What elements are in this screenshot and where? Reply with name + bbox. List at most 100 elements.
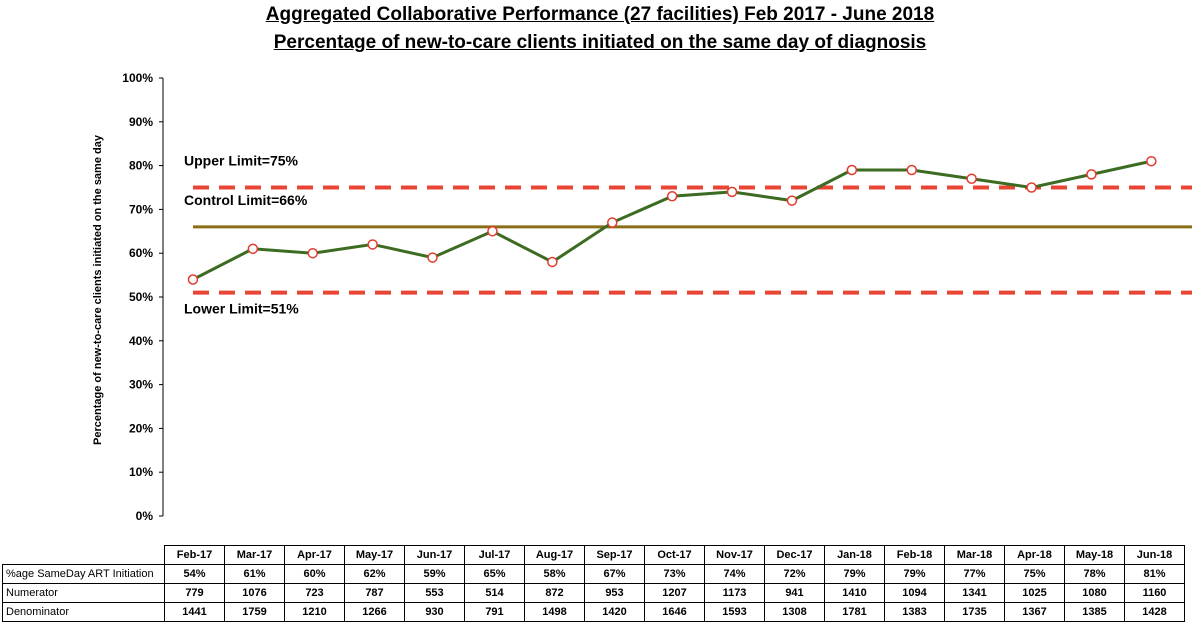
- data-point: [187, 274, 199, 285]
- table-cell: 1646: [644, 602, 705, 622]
- y-tick-label: 0%: [136, 509, 154, 523]
- data-point: [666, 191, 678, 202]
- table-row: %age SameDay ART Initiation 54% 61% 60% 62% 5…: [2, 564, 1185, 584]
- data-point: [1146, 155, 1157, 167]
- table-cell: 54%: [164, 564, 225, 584]
- data-point: [966, 173, 977, 184]
- table-header-cell: Jul-17: [464, 545, 525, 565]
- table-header-cell: Apr-17: [284, 545, 345, 565]
- table-header-cell: Dec-17: [764, 545, 825, 565]
- data-point: [547, 256, 558, 268]
- table-row: Numerator 779 1076 723 787 553 514 872 953 1207 11…: [2, 583, 1185, 603]
- y-tick-label: 80%: [129, 159, 153, 173]
- table-header-cell: Feb-17: [164, 545, 225, 565]
- table-cell: 1420: [584, 602, 645, 622]
- table-cell: 1428: [1124, 602, 1185, 622]
- chart-title: Aggregated Collaborative Performance (27…: [265, 4, 935, 25]
- y-tick-label: 90%: [129, 115, 153, 129]
- table-cell: 77%: [944, 564, 1005, 584]
- table-cell: 1383: [884, 602, 945, 622]
- table-row-label: Numerator: [2, 583, 165, 603]
- reference-line-label: Control Limit=66%: [184, 192, 308, 208]
- table-header-cell: Sep-17: [584, 545, 645, 565]
- table-cell: 1498: [524, 602, 585, 622]
- y-tick-label: 70%: [129, 202, 153, 216]
- table-cell: 1593: [704, 602, 765, 622]
- table-header-cell: Jan-18: [824, 545, 885, 565]
- table-cell: 930: [404, 602, 465, 622]
- table-header-cell: Aug-17: [524, 545, 585, 565]
- table-header-cell: May-17: [344, 545, 405, 565]
- table-header-cell: Jun-18: [1124, 545, 1185, 565]
- table-cell: 787: [344, 583, 405, 603]
- table-header-cell: Nov-17: [704, 545, 765, 565]
- y-tick-label: 30%: [129, 378, 153, 392]
- table-cell: 1781: [824, 602, 885, 622]
- table-cell: 779: [164, 583, 225, 603]
- data-point: [307, 247, 318, 259]
- data-point: [1086, 169, 1097, 180]
- table-cell: 72%: [764, 564, 825, 584]
- table-cell: 1173: [704, 583, 765, 603]
- table-cell: 67%: [584, 564, 645, 584]
- data-point: [846, 164, 858, 176]
- table-cell: 1410: [824, 583, 885, 603]
- data-point: [726, 186, 738, 198]
- table-cell: 1080: [1064, 583, 1125, 603]
- table-cell: 1160: [1124, 583, 1185, 603]
- series-line: [192, 159, 1152, 281]
- y-tick-label: 60%: [129, 246, 153, 260]
- table-corner: [3, 546, 165, 565]
- line-chart: 0% 10% 20% 30% 40% 50% 60% 70% 80% 90% 100% Percent…: [92, 71, 1192, 523]
- data-point: [786, 195, 798, 206]
- data-point: [1026, 182, 1037, 193]
- table-cell: 1735: [944, 602, 1005, 622]
- table-cell: 65%: [464, 564, 525, 584]
- table-cell: 1341: [944, 583, 1005, 603]
- y-tick-label: 10%: [129, 465, 153, 479]
- table-cell: 79%: [824, 564, 885, 584]
- table-cell: 73%: [644, 564, 705, 584]
- table-cell: 514: [464, 583, 525, 603]
- table-cell: 1207: [644, 583, 705, 603]
- table-header-cell: May-18: [1064, 545, 1125, 565]
- table-header-cell: Mar-17: [224, 545, 285, 565]
- table-cell: 74%: [704, 564, 765, 584]
- table-cell: 61%: [224, 564, 285, 584]
- table-cell: 1441: [164, 602, 225, 622]
- table-cell: 1210: [284, 602, 345, 622]
- table-cell: 953: [584, 583, 645, 603]
- table-header-cell: Oct-17: [644, 545, 705, 565]
- table-cell: 1076: [224, 583, 285, 603]
- table-cell: 59%: [404, 564, 465, 584]
- table-cell: 941: [764, 583, 825, 603]
- table-cell: 78%: [1064, 564, 1125, 584]
- table-cell: 60%: [284, 564, 345, 584]
- table-cell: 75%: [1004, 564, 1065, 584]
- table-cell: 553: [404, 583, 465, 603]
- table-header-cell: Feb-18: [884, 545, 945, 565]
- table-cell: 62%: [344, 564, 405, 584]
- table-row-label: Denominator: [2, 602, 165, 622]
- table-cell: 723: [284, 583, 345, 603]
- data-point: [487, 226, 498, 237]
- table-cell: 1308: [764, 602, 825, 622]
- table-cell: 1367: [1004, 602, 1065, 622]
- data-point: [607, 217, 618, 228]
- table-cell: 81%: [1124, 564, 1185, 584]
- table-cell: 58%: [524, 564, 585, 584]
- table-header-cell: Apr-18: [1004, 545, 1065, 565]
- table-cell: 1094: [884, 583, 945, 603]
- y-axis-label: Percentage of new-to-care clients initia…: [92, 134, 104, 445]
- y-tick-label: 20%: [129, 421, 153, 435]
- data-point: [247, 243, 259, 255]
- y-tick-label: 50%: [129, 290, 153, 304]
- table-header-cell: Mar-18: [944, 545, 1005, 565]
- data-point: [906, 164, 917, 176]
- table-row-label: %age SameDay ART Initiation: [2, 564, 165, 584]
- table-cell: 79%: [884, 564, 945, 584]
- table-cell: 1385: [1064, 602, 1125, 622]
- y-tick-label: 100%: [122, 71, 153, 85]
- data-table: Feb-17 Mar-17 Apr-17 May-17 Jun-17 Jul-17 Aug-…: [2, 545, 1185, 622]
- table-cell: 872: [524, 583, 585, 603]
